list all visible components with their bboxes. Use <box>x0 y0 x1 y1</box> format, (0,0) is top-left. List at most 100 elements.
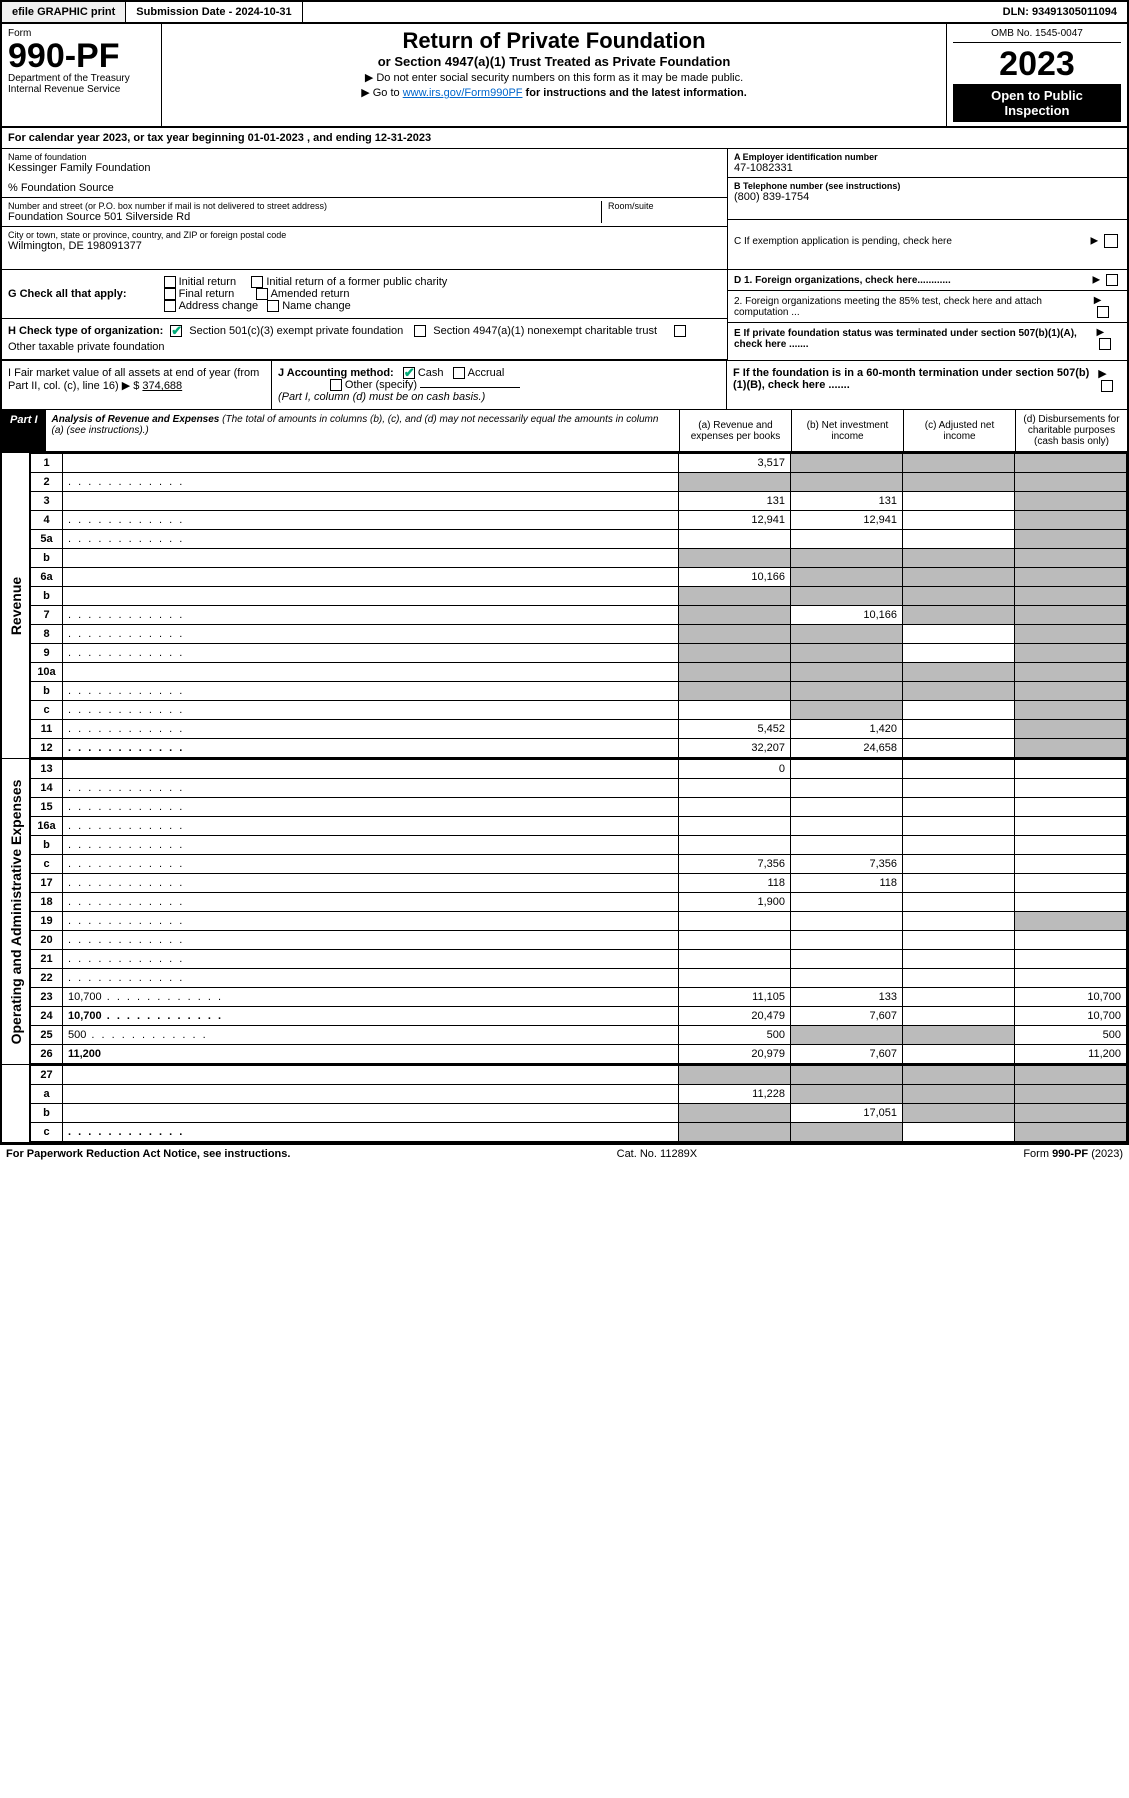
col-c <box>903 739 1015 758</box>
line-desc <box>63 760 679 779</box>
col-d <box>1015 663 1127 682</box>
j-accrual[interactable] <box>453 367 465 379</box>
col-c <box>903 988 1015 1007</box>
col-b <box>791 1123 903 1142</box>
col-a: 118 <box>679 874 791 893</box>
line-desc <box>63 836 679 855</box>
f-checkbox[interactable] <box>1101 380 1113 392</box>
header-left: Form 990-PF Department of the Treasury I… <box>2 24 162 126</box>
form990pf-link[interactable]: www.irs.gov/Form990PF <box>403 87 523 99</box>
col-b: 1,420 <box>791 720 903 739</box>
col-d <box>1015 912 1127 931</box>
col-a: 12,941 <box>679 511 791 530</box>
g-initial-former[interactable] <box>251 276 263 288</box>
e-checkbox[interactable] <box>1099 338 1111 350</box>
d2-checkbox[interactable] <box>1097 306 1109 318</box>
name-label: Name of foundation <box>8 152 721 162</box>
col-d <box>1015 644 1127 663</box>
line-num: 7 <box>31 606 63 625</box>
g-final-return[interactable] <box>164 288 176 300</box>
g-name-change[interactable] <box>267 300 279 312</box>
operating-label: Operating and Administrative Expenses <box>8 780 24 1045</box>
g-o1: Initial return <box>179 276 236 288</box>
col-a <box>679 701 791 720</box>
col-d <box>1015 855 1127 874</box>
col-b <box>791 682 903 701</box>
form-header: Form 990-PF Department of the Treasury I… <box>2 24 1127 128</box>
col-c <box>903 720 1015 739</box>
g-amended-return[interactable] <box>256 288 268 300</box>
open-to-public: Open to Public Inspection <box>953 84 1121 122</box>
col-d <box>1015 530 1127 549</box>
col-a <box>679 587 791 606</box>
col-d <box>1015 739 1127 758</box>
ein-cell: A Employer identification number 47-1082… <box>728 149 1127 178</box>
line-desc <box>63 1123 679 1142</box>
col-c <box>903 701 1015 720</box>
line-b: b <box>31 549 1127 568</box>
bottom-sidebar <box>2 1065 30 1142</box>
g-address-change[interactable] <box>164 300 176 312</box>
col-a: 131 <box>679 492 791 511</box>
h-other-taxable[interactable] <box>674 325 686 337</box>
g-o6: Name change <box>282 300 351 312</box>
part1-header: Part I Analysis of Revenue and Expenses … <box>2 410 1127 453</box>
instruction-1: ▶ Do not enter social security numbers o… <box>170 71 938 84</box>
revenue-sidebar: Revenue <box>2 453 30 758</box>
g-initial-return[interactable] <box>164 276 176 288</box>
line-desc <box>63 720 679 739</box>
col-b <box>791 893 903 912</box>
col-b <box>791 587 903 606</box>
header-center: Return of Private Foundation or Section … <box>162 24 947 126</box>
line-9: 9 <box>31 644 1127 663</box>
h-o1: Section 501(c)(3) exempt private foundat… <box>189 325 403 337</box>
header-right: OMB No. 1545-0047 2023 Open to Public In… <box>947 24 1127 126</box>
i-label: I Fair market value of all assets at end… <box>8 367 259 392</box>
j-accrual-lbl: Accrual <box>468 367 505 379</box>
line-c: c <box>31 701 1127 720</box>
ident-right: A Employer identification number 47-1082… <box>727 149 1127 269</box>
h-501c3[interactable] <box>170 325 182 337</box>
line-num: 14 <box>31 779 63 798</box>
j-cash[interactable] <box>403 367 415 379</box>
col-c <box>903 1066 1015 1085</box>
ein-value: 47-1082331 <box>734 162 1121 174</box>
d1-checkbox[interactable] <box>1106 274 1118 286</box>
j-other[interactable] <box>330 379 342 391</box>
col-c <box>903 912 1015 931</box>
ij-row: I Fair market value of all assets at end… <box>2 361 1127 410</box>
col-d <box>1015 836 1127 855</box>
line-13: 130 <box>31 760 1127 779</box>
col-d: 10,700 <box>1015 988 1127 1007</box>
h-4947[interactable] <box>414 325 426 337</box>
line-num: b <box>31 1104 63 1123</box>
tax-year: 2023 <box>953 45 1121 84</box>
efile-print-button[interactable]: efile GRAPHIC print <box>2 2 126 22</box>
line-num: 13 <box>31 760 63 779</box>
calendar-year-row: For calendar year 2023, or tax year begi… <box>2 128 1127 149</box>
col-a: 11,105 <box>679 988 791 1007</box>
line-desc <box>63 1066 679 1085</box>
col-d <box>1015 760 1127 779</box>
col-d <box>1015 492 1127 511</box>
line-desc <box>63 644 679 663</box>
line-desc: 10,700 <box>63 988 679 1007</box>
line-num: b <box>31 836 63 855</box>
line-7: 710,166 <box>31 606 1127 625</box>
col-a-head: (a) Revenue and expenses per books <box>679 410 791 451</box>
line-num: 9 <box>31 644 63 663</box>
f-label: F If the foundation is in a 60-month ter… <box>733 367 1089 391</box>
col-d <box>1015 969 1127 988</box>
e-row: E If private foundation status was termi… <box>728 323 1127 354</box>
col-c <box>903 606 1015 625</box>
col-a <box>679 836 791 855</box>
dept-treasury: Department of the Treasury <box>8 73 155 84</box>
c-checkbox[interactable] <box>1104 234 1118 248</box>
line-2: 2 <box>31 473 1127 492</box>
col-d-head: (d) Disbursements for charitable purpose… <box>1015 410 1127 451</box>
line-num: a <box>31 1085 63 1104</box>
d1-label: D 1. Foreign organizations, check here..… <box>734 275 951 286</box>
line-desc <box>63 912 679 931</box>
line-desc: 10,700 <box>63 1007 679 1026</box>
line-desc <box>63 511 679 530</box>
